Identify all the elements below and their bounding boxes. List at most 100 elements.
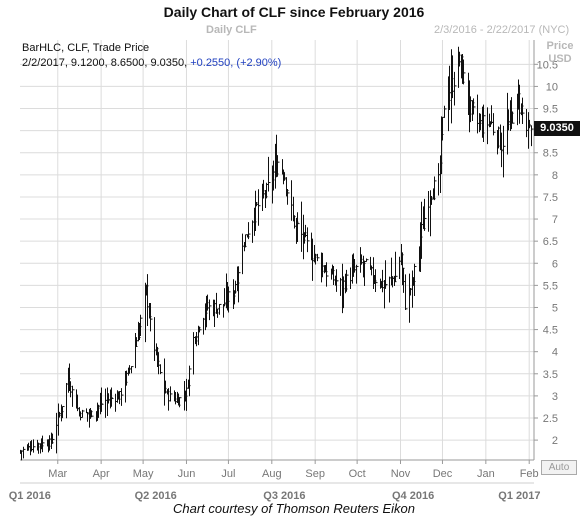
- month-label: Nov: [391, 468, 411, 480]
- price-bar: [375, 269, 378, 292]
- price-bar: [463, 59, 466, 85]
- price-bar: [228, 286, 231, 313]
- price-bar: [277, 155, 280, 177]
- y-tick-label: 7: [552, 214, 558, 226]
- y-tick-label: 3: [552, 391, 558, 403]
- month-label: Sep: [305, 468, 325, 480]
- y-tick-label: 5.5: [543, 280, 558, 292]
- month-label: Jul: [221, 468, 235, 480]
- price-bar: [58, 403, 61, 436]
- price-bar: [473, 98, 476, 115]
- chart-frame: [20, 40, 535, 461]
- y-tick-label: 9.5: [543, 104, 558, 116]
- quarter-label: Q1 2016: [9, 490, 51, 502]
- month-label: Feb: [520, 468, 539, 480]
- quarter-label: Q2 2016: [135, 490, 177, 502]
- chart-title: Daily Chart of CLF since February 2016: [163, 4, 425, 20]
- y-tick-label: 10: [546, 81, 558, 93]
- price-bar: [326, 262, 329, 287]
- price-bar: [189, 365, 192, 397]
- y-tick-label: 8.5: [543, 148, 558, 160]
- price-bar: [179, 397, 182, 408]
- x-axis-labels: Mar Apr May Jun Jul Aug Sep Oct Nov Dec Jan Feb Q1 2…: [9, 460, 541, 502]
- month-label: May: [133, 468, 154, 480]
- chart-grid: [20, 40, 534, 460]
- month-label: Jan: [477, 468, 495, 480]
- price-bar: [409, 273, 412, 323]
- price-bar: [297, 212, 300, 243]
- quarter-label: Q4 2016: [392, 490, 434, 502]
- y-tick-label: 3.5: [543, 369, 558, 381]
- price-bar: [414, 263, 417, 297]
- y-tick-label: 2.5: [543, 413, 558, 425]
- price-bar: [52, 433, 55, 444]
- price-bar: [62, 406, 65, 419]
- currency-label: USD: [548, 53, 572, 65]
- price-bar: [42, 435, 45, 453]
- price-bar: [268, 156, 271, 192]
- price-bar: [531, 125, 534, 147]
- price-bar: [121, 388, 124, 406]
- price-bar: [287, 189, 290, 205]
- y-tick-label: 4: [552, 347, 558, 359]
- price-bar: [258, 189, 261, 226]
- last-bar-change: +0.2550, (+2.90%): [190, 57, 282, 69]
- month-label: Apr: [93, 468, 110, 480]
- y-tick-label: 4.5: [543, 325, 558, 337]
- price-bar: [23, 446, 26, 459]
- y-tick-label: 6: [552, 258, 558, 270]
- y-tick-label: 2: [552, 435, 558, 447]
- price-bar: [395, 251, 398, 282]
- chart-caption: Chart courtesy of Thomson Reuters Eikon: [172, 501, 416, 516]
- price-bar: [199, 326, 202, 333]
- price-bar: [150, 302, 153, 332]
- chart-subtitle: Daily CLF: [206, 24, 257, 36]
- price-bar: [72, 385, 75, 407]
- price-bar: [82, 409, 85, 418]
- month-label: Mar: [48, 468, 67, 480]
- price-bar: [364, 260, 367, 286]
- quarter-label: Q1 2017: [498, 490, 540, 502]
- price-bar: [512, 111, 515, 124]
- price-bar: [493, 113, 496, 136]
- price-bar: [444, 105, 447, 118]
- price-bar: [33, 439, 36, 453]
- axis-unit-label: Price USD: [534, 40, 586, 66]
- price-bars: [20, 46, 534, 461]
- price-bar: [503, 125, 506, 178]
- price-bar: [242, 233, 245, 275]
- y-tick-label: 5: [552, 302, 558, 314]
- auto-scale-button[interactable]: Auto: [541, 460, 577, 475]
- month-label: Dec: [433, 468, 453, 480]
- y-tick-label: 8: [552, 170, 558, 182]
- month-label: Oct: [349, 468, 366, 480]
- month-label: Jun: [178, 468, 196, 480]
- price-bar: [317, 253, 320, 262]
- price-bar: [248, 222, 251, 240]
- price-bar: [209, 299, 212, 321]
- price-bar: [307, 227, 310, 253]
- last-bar-values: 2/2/2017, 9.1200, 8.6500, 9.0350,: [22, 57, 188, 69]
- price-bar: [140, 314, 143, 336]
- price-bar: [454, 71, 457, 106]
- quarter-label: Q3 2016: [263, 490, 305, 502]
- price-label: Price: [546, 40, 574, 52]
- price-bar: [91, 410, 94, 418]
- price-bar: [522, 97, 525, 124]
- price-bar: [442, 116, 445, 141]
- price-bar: [170, 386, 173, 402]
- y-tick-label: 10.5: [537, 59, 558, 71]
- price-bar: [219, 303, 222, 315]
- price-bar: [424, 198, 427, 231]
- price-bar: [366, 258, 369, 262]
- last-bar-info: 2/2/2017, 9.1200, 8.6500, 9.0350, +0.255…: [22, 57, 281, 69]
- price-bar: [346, 269, 349, 292]
- y-tick-label: 7.5: [543, 192, 558, 204]
- price-bar: [238, 266, 241, 303]
- price-bar: [336, 269, 339, 292]
- price-bar: [483, 104, 486, 143]
- series-info-line: BarHLC, CLF, Trade Price: [22, 42, 150, 54]
- price-bar: [385, 260, 388, 289]
